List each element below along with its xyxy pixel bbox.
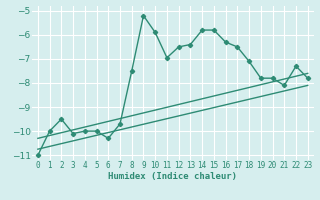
X-axis label: Humidex (Indice chaleur): Humidex (Indice chaleur) <box>108 172 237 181</box>
